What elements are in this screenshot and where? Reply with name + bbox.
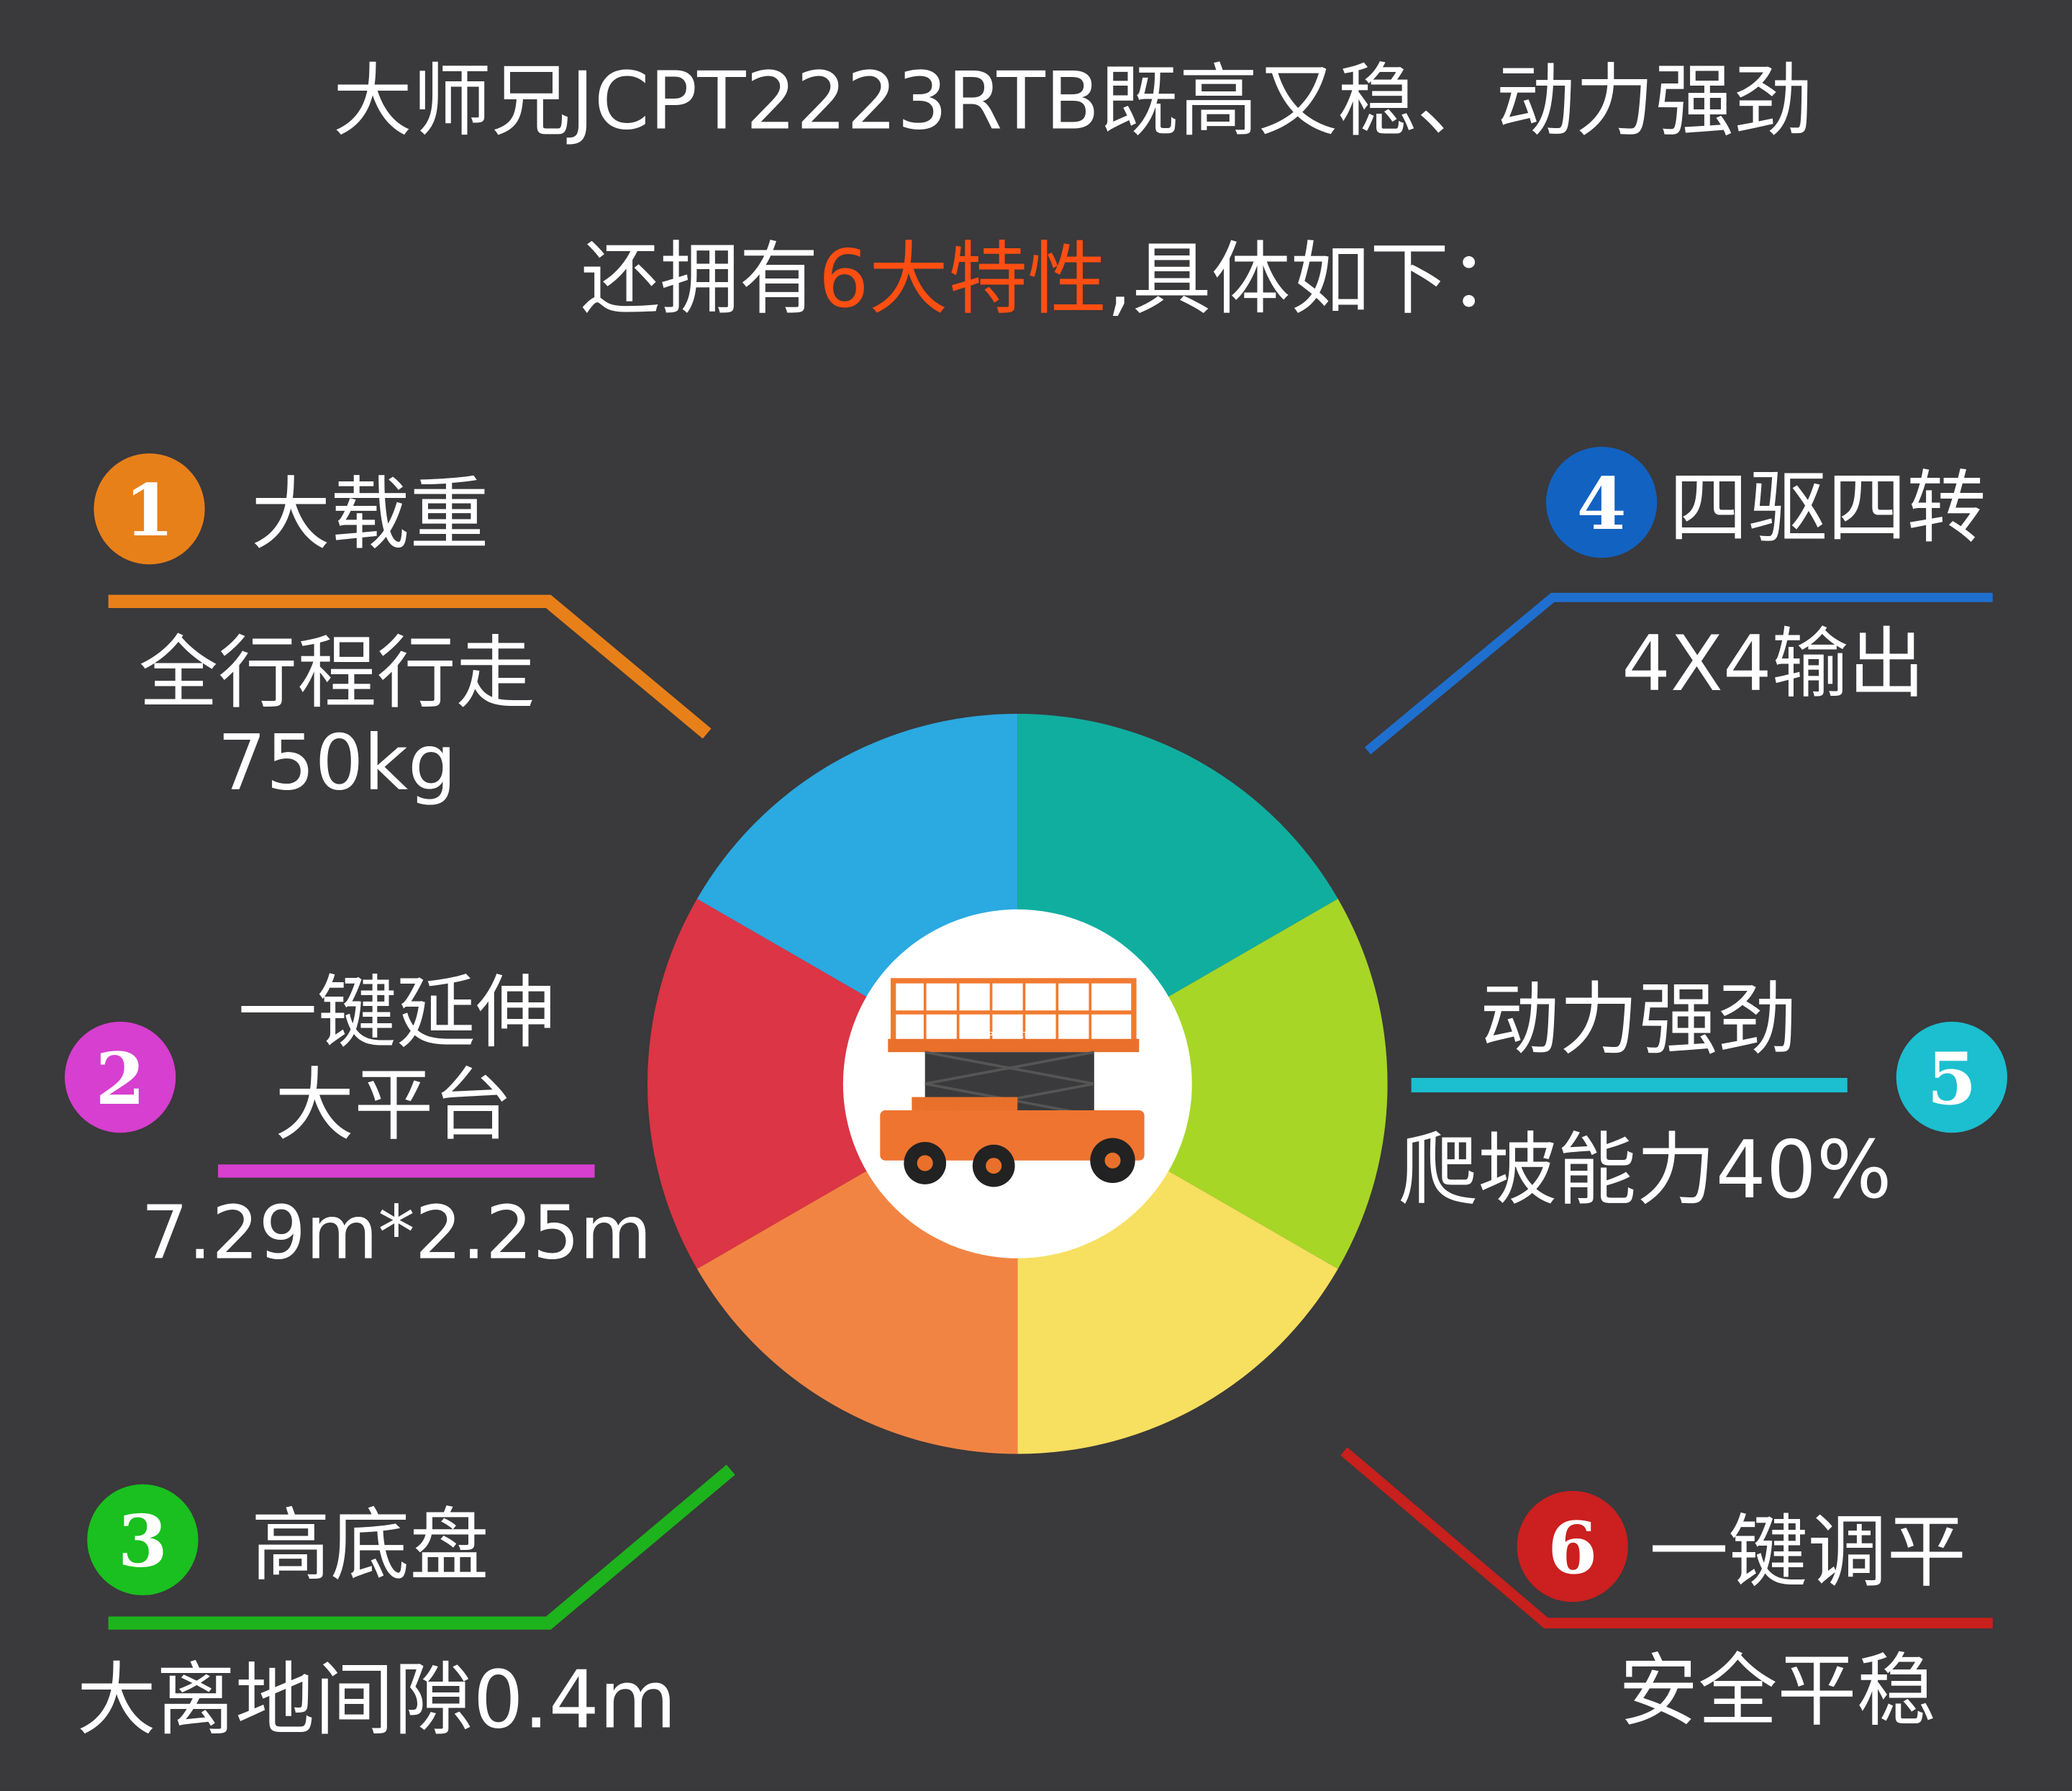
feature-5-title: 动力强劲	[1480, 974, 1797, 1066]
feature-3-title: 高底盘	[251, 1500, 489, 1592]
feature-1-connector	[108, 594, 712, 739]
number-badge-6	[1517, 1490, 1628, 1602]
number-badge-1	[94, 453, 205, 565]
title-line2: 还拥有6大特性,具体如下：	[581, 233, 1528, 325]
number-badge-4	[1545, 446, 1658, 558]
scissor-lift-truck-image: JCPT2223RTB	[880, 978, 1145, 1187]
number-badge-3	[87, 1484, 199, 1596]
feature-5-line1: 爬坡能力40%	[1399, 1124, 1892, 1216]
number-4: 4	[1577, 463, 1627, 546]
feature-3: 3 高底盘 大离地间隙0.4m	[77, 1464, 735, 1746]
feature-1: 1 大载重 全行程行走 750kg	[94, 453, 712, 808]
feature-3-line1: 大离地间隙0.4m	[77, 1654, 677, 1746]
feature-1-line2: 750kg	[217, 719, 457, 808]
feature-5: 5 动力强劲 爬坡能力40%	[1399, 974, 2007, 1216]
wheel-segment-5	[648, 899, 1018, 1269]
feature-2-line1: 7.29m*2.25m	[141, 1191, 652, 1277]
number-6: 6	[1548, 1507, 1597, 1590]
wheel-segment-2	[1017, 899, 1388, 1269]
number-1: 1	[124, 469, 174, 553]
title-line2-suffix: ,具体如下：	[1107, 233, 1528, 325]
title-line1: 大师兄JCPT2223RTB既高又稳、动力强劲	[333, 55, 1813, 147]
number-badge-5	[1896, 1021, 2007, 1133]
number-badge-2	[65, 1021, 176, 1133]
truck-label: JCPT2223RTB	[980, 1030, 1033, 1040]
number-5: 5	[1927, 1038, 1976, 1121]
feature-6-connector	[1340, 1447, 1993, 1628]
feature-4: 4 四驱四转 4X4输出	[1364, 446, 1993, 755]
feature-2-title: 一键延伸	[238, 967, 555, 1059]
title-line2-highlight: 6大特性	[819, 233, 1107, 325]
feature-1-line1: 全行程行走	[139, 627, 535, 720]
number-3: 3	[118, 1500, 168, 1584]
feature-4-connector	[1364, 592, 1993, 755]
feature-6-line1: 安全平稳	[1619, 1645, 1936, 1737]
feature-6-title: 一键调平	[1649, 1506, 1966, 1598]
feature-4-title: 四驱四转	[1669, 462, 1986, 554]
truck-chassis	[880, 1110, 1145, 1161]
title-line2-prefix: 还拥有	[581, 233, 819, 325]
number-2: 2	[96, 1038, 145, 1121]
feature-6: 6 一键调平 安全平稳	[1340, 1447, 1993, 1737]
feature-4-line1: 4X4输出	[1622, 620, 1925, 709]
feature-2-title2: 大平台	[275, 1059, 513, 1151]
feature-1-title: 大载重	[251, 468, 489, 561]
feature-3-connector	[108, 1464, 735, 1630]
feature-2: 2 一键延伸 大平台 7.29m*2.25m	[65, 967, 652, 1277]
truck-platform	[888, 1038, 1140, 1053]
